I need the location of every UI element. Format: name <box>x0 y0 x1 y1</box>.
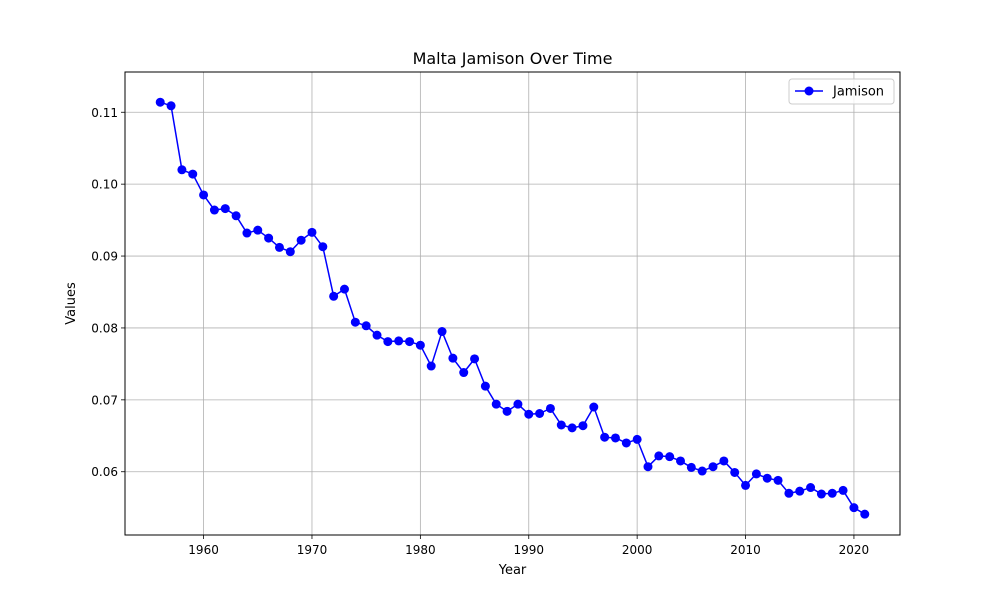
data-point <box>296 235 306 245</box>
data-point <box>329 291 339 301</box>
data-point <box>686 462 696 472</box>
x-tick-label: 1970 <box>297 543 328 557</box>
data-point <box>545 403 555 413</box>
axis-ticks: 1960 1970 1980 1990 2000 2010 2020 0.06 0.07 0.08… <box>91 106 869 557</box>
data-point <box>665 452 675 462</box>
data-point <box>860 509 870 519</box>
y-tick-label: 0.08 <box>91 321 118 335</box>
y-tick-label: 0.07 <box>91 393 118 407</box>
data-point <box>166 101 176 111</box>
legend-label: Jamison <box>832 85 884 100</box>
data-point <box>394 336 404 346</box>
data-point <box>621 438 631 448</box>
data-point <box>415 340 425 350</box>
data-point <box>502 406 512 416</box>
data-point <box>177 165 187 175</box>
y-tick-label: 0.09 <box>91 250 118 264</box>
x-tick-label: 1980 <box>405 543 436 557</box>
data-point <box>459 368 469 378</box>
y-tick-label: 0.06 <box>91 465 118 479</box>
data-point <box>199 190 209 200</box>
data-point <box>253 225 263 235</box>
data-point <box>567 423 577 433</box>
data-point <box>285 247 295 257</box>
data-point <box>535 408 545 418</box>
data-point <box>242 228 252 238</box>
data-point <box>578 421 588 431</box>
y-tick-label: 0.10 <box>91 178 118 192</box>
data-point <box>751 469 761 479</box>
data-point <box>350 317 360 327</box>
data-point <box>556 420 566 430</box>
data-point <box>632 434 642 444</box>
data-point <box>372 330 382 340</box>
data-point <box>610 433 620 443</box>
data-point <box>730 467 740 477</box>
grid <box>125 72 900 535</box>
data-point <box>697 466 707 476</box>
data-point <box>806 483 816 493</box>
legend-marker <box>804 86 814 96</box>
data-point <box>339 284 349 294</box>
data-point <box>231 211 241 221</box>
x-tick-label: 1990 <box>513 543 544 557</box>
data-point <box>264 233 274 243</box>
x-tick-label: 2000 <box>622 543 653 557</box>
data-point <box>188 169 198 179</box>
x-axis-label: Year <box>498 563 527 578</box>
data-point <box>448 353 458 363</box>
data-point <box>741 480 751 490</box>
data-point <box>155 97 165 107</box>
data-point <box>719 456 729 466</box>
data-point <box>589 402 599 412</box>
data-point <box>708 462 718 472</box>
data-point <box>816 489 826 499</box>
data-point <box>524 409 534 419</box>
x-tick-label: 2010 <box>730 543 761 557</box>
y-axis-label: Values <box>64 282 79 325</box>
data-point <box>676 456 686 466</box>
y-tick-label: 0.11 <box>91 106 118 120</box>
data-point <box>307 227 317 237</box>
data-point <box>491 399 501 409</box>
series-layer <box>155 97 870 519</box>
data-point <box>361 321 371 331</box>
plot-frame <box>124 71 901 536</box>
x-tick-label: 1960 <box>188 543 219 557</box>
data-point <box>437 327 447 337</box>
data-point <box>274 242 284 252</box>
chart-title: Malta Jamison Over Time <box>413 49 613 68</box>
data-point <box>773 475 783 485</box>
data-point <box>470 354 480 364</box>
data-point <box>838 485 848 495</box>
data-point <box>383 337 393 347</box>
legend-box <box>788 78 895 105</box>
data-point <box>318 242 328 252</box>
data-point <box>600 432 610 442</box>
data-point <box>513 399 523 409</box>
data-point <box>654 451 664 461</box>
data-point <box>643 462 653 472</box>
data-point <box>784 488 794 498</box>
data-point <box>827 488 837 498</box>
data-point <box>849 503 859 513</box>
data-point <box>426 361 436 371</box>
data-point <box>795 486 805 496</box>
x-tick-label: 2020 <box>839 543 870 557</box>
data-point <box>762 473 772 483</box>
data-point <box>480 381 490 391</box>
data-point <box>405 337 415 347</box>
data-point <box>209 205 219 215</box>
legend: Jamison <box>788 78 895 105</box>
data-point <box>220 204 230 214</box>
